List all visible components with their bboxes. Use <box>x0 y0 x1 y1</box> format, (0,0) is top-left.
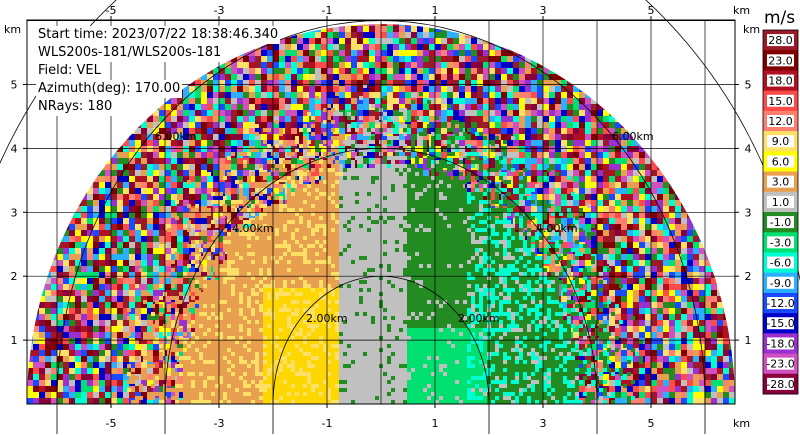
colorbar-label: 28.0 <box>768 34 793 47</box>
colorbar-label: -3.0 <box>770 236 791 249</box>
colorbar-label: -6.0 <box>770 257 791 270</box>
field-name: Field: VEL <box>36 62 103 80</box>
ring-label-6km-left: 6.00km <box>155 130 197 143</box>
velocity-core-field <box>119 84 643 404</box>
x-tick-label-top: 3 <box>540 4 547 17</box>
y-tick-label-left: 1 <box>11 334 18 347</box>
colorbar-label-bg <box>767 115 794 127</box>
colorbar-label-bg <box>767 34 794 47</box>
axis-ticks: -5 -5 -3 -3 -1 -1 1 1 3 3 5 5 5 5 4 4 3 3 2 2 1 1 <box>11 4 752 430</box>
colorbar-label-bg <box>767 317 794 330</box>
y-tick-label-right: 5 <box>745 79 752 92</box>
colorbar-label-bg <box>767 337 794 350</box>
x-tick-label-bottom: 1 <box>432 417 439 430</box>
colorbar-label: -15.0 <box>766 317 794 330</box>
colorbar-label: -18.0 <box>766 337 794 350</box>
colorbar-label: 3.0 <box>772 176 790 189</box>
range-ring <box>164 148 598 434</box>
colorbar-label-bg <box>767 135 794 148</box>
colorbar-label-bg <box>767 256 794 269</box>
colorbar-label-bg <box>767 54 794 67</box>
y-unit-left: km <box>4 23 21 36</box>
x-tick-label-bottom: -1 <box>322 417 333 430</box>
x-unit-bottom: km <box>733 417 750 430</box>
colorbar-label: 23.0 <box>768 54 793 67</box>
y-tick-label-left: 4 <box>11 142 18 155</box>
colorbar: 28.0 23.0 18.0 15.0 12.0 9.0 6.0 3.0 1.0 -1.0 -3.0… <box>762 29 799 395</box>
colorbar-label-bg <box>767 357 794 370</box>
colorbar-label: -9.0 <box>770 277 791 290</box>
x-tick-label-top: 1 <box>432 4 439 17</box>
info-panel: Start time: 2023/07/22 18:38:46.340 WLS2… <box>36 26 281 116</box>
colorbar-label: -12.0 <box>766 297 794 310</box>
colorbar-label: 18.0 <box>768 75 793 88</box>
y-tick-label-left: 5 <box>11 79 18 92</box>
x-tick-label-bottom: -3 <box>214 417 225 430</box>
colorbar-label: 12.0 <box>768 115 793 128</box>
start-time: Start time: 2023/07/22 18:38:46.340 <box>36 26 281 44</box>
x-tick-label-top: 5 <box>648 4 655 17</box>
colorbar-label: 15.0 <box>768 95 793 108</box>
colorbar-label-bg <box>767 377 794 390</box>
colorbar-label-bg <box>767 276 794 289</box>
colorbar-label: -28.0 <box>766 378 794 391</box>
y-tick-label-right: 4 <box>745 142 752 155</box>
colorbar-label: 1.0 <box>772 196 790 209</box>
colorbar-label-bg <box>767 175 794 188</box>
x-tick-label-bottom: 3 <box>540 417 547 430</box>
colorbar-label-bg <box>767 155 794 168</box>
ring-label-2km-left: 2.00km <box>306 312 348 325</box>
x-tick-label-bottom: -5 <box>106 417 117 430</box>
x-unit-top: km <box>733 4 750 17</box>
ring-label-4km-left: 4.00km <box>232 222 274 235</box>
y-tick-label-right: 2 <box>745 270 752 283</box>
instrument-name: WLS200s-181/WLS200s-181 <box>36 44 224 62</box>
colorbar-label-bg <box>767 216 794 229</box>
ring-label-2km-right: 2.00km <box>458 312 500 325</box>
colorbar-label-bg <box>767 94 794 107</box>
azimuth-value: Azimuth(deg): 170.00 <box>36 80 183 98</box>
colorbar-label: -23.0 <box>766 358 794 371</box>
y-tick-label-left: 3 <box>11 206 18 219</box>
colorbar-label-bg <box>767 74 794 87</box>
colorbar-title: m/s <box>764 8 796 28</box>
y-tick-label-right: 1 <box>745 334 752 347</box>
ring-label-4km-right: 4.00km <box>536 222 578 235</box>
colorbar-label-bg <box>767 236 794 249</box>
x-tick-label-bottom: 5 <box>648 417 655 430</box>
colorbar-label-bg <box>767 195 794 208</box>
range-ring <box>56 20 706 434</box>
x-tick-label-top: -1 <box>322 4 333 17</box>
ring-label-6km-right: 6.00km <box>612 130 654 143</box>
colorbar-label: 6.0 <box>772 155 790 168</box>
x-tick-label-top: -5 <box>106 4 117 17</box>
x-tick-label-top: -3 <box>214 4 225 17</box>
y-tick-label-left: 2 <box>11 270 18 283</box>
range-ring <box>272 275 490 434</box>
nrays-value: NRays: 180 <box>36 98 115 116</box>
y-unit-right: km <box>743 23 760 36</box>
y-tick-label-right: 3 <box>745 206 752 219</box>
colorbar-label-bg <box>767 297 794 309</box>
colorbar-label: 9.0 <box>772 135 790 148</box>
colorbar-label: -1.0 <box>770 216 791 229</box>
